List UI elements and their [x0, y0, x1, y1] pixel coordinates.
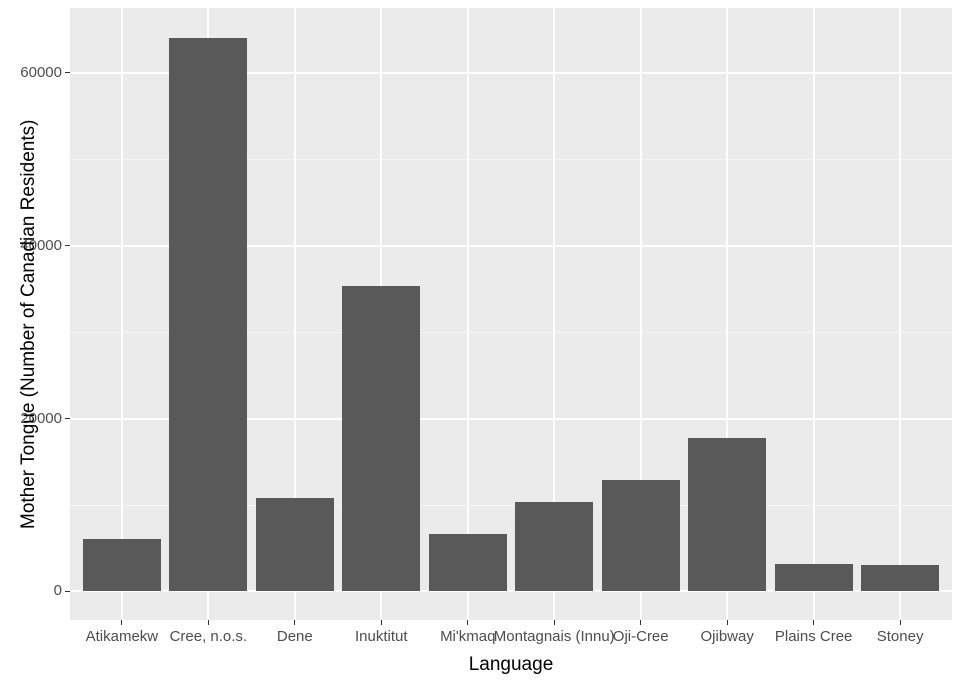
- x-tick: [813, 620, 814, 625]
- x-tick: [121, 620, 122, 625]
- x-tick-label: Oji-Cree: [613, 628, 669, 645]
- bar: [515, 502, 593, 592]
- bar: [775, 564, 853, 592]
- x-tick-label: Inuktitut: [355, 628, 408, 645]
- x-tick-label: Cree, n.o.s.: [170, 628, 248, 645]
- x-tick: [900, 620, 901, 625]
- x-tick: [727, 620, 728, 625]
- grid-major-v: [467, 8, 469, 620]
- y-tick: [65, 418, 70, 419]
- x-tick: [554, 620, 555, 625]
- bar: [256, 498, 334, 591]
- bar: [169, 38, 247, 591]
- x-tick: [208, 620, 209, 625]
- x-axis-title: Language: [469, 654, 554, 676]
- x-tick-label: Montagnais (Innu): [494, 628, 615, 645]
- bar: [688, 438, 766, 592]
- x-tick-label: Atikamekw: [86, 628, 159, 645]
- bar: [429, 534, 507, 592]
- bar: [602, 480, 680, 592]
- x-tick: [381, 620, 382, 625]
- x-tick: [294, 620, 295, 625]
- x-tick: [467, 620, 468, 625]
- y-axis-title: Mother Tongue (Number of Canadian Reside…: [18, 120, 40, 529]
- x-tick-label: Stoney: [877, 628, 924, 645]
- bar: [83, 539, 161, 592]
- x-tick-label: Plains Cree: [775, 628, 853, 645]
- grid-major-v: [813, 8, 815, 620]
- y-tick-label: 0: [54, 582, 62, 599]
- y-tick-label: 60000: [20, 64, 62, 81]
- bar-chart: 0200004000060000AtikamekwCree, n.o.s.Den…: [0, 0, 960, 691]
- y-tick: [65, 72, 70, 73]
- x-tick-label: Dene: [277, 628, 313, 645]
- y-tick: [65, 591, 70, 592]
- grid-major-v: [899, 8, 901, 620]
- bar: [861, 565, 939, 592]
- y-tick: [65, 245, 70, 246]
- bar: [342, 286, 420, 591]
- grid-major-v: [121, 8, 123, 620]
- x-tick: [640, 620, 641, 625]
- x-tick-label: Mi'kmaq: [440, 628, 495, 645]
- x-tick-label: Ojibway: [700, 628, 753, 645]
